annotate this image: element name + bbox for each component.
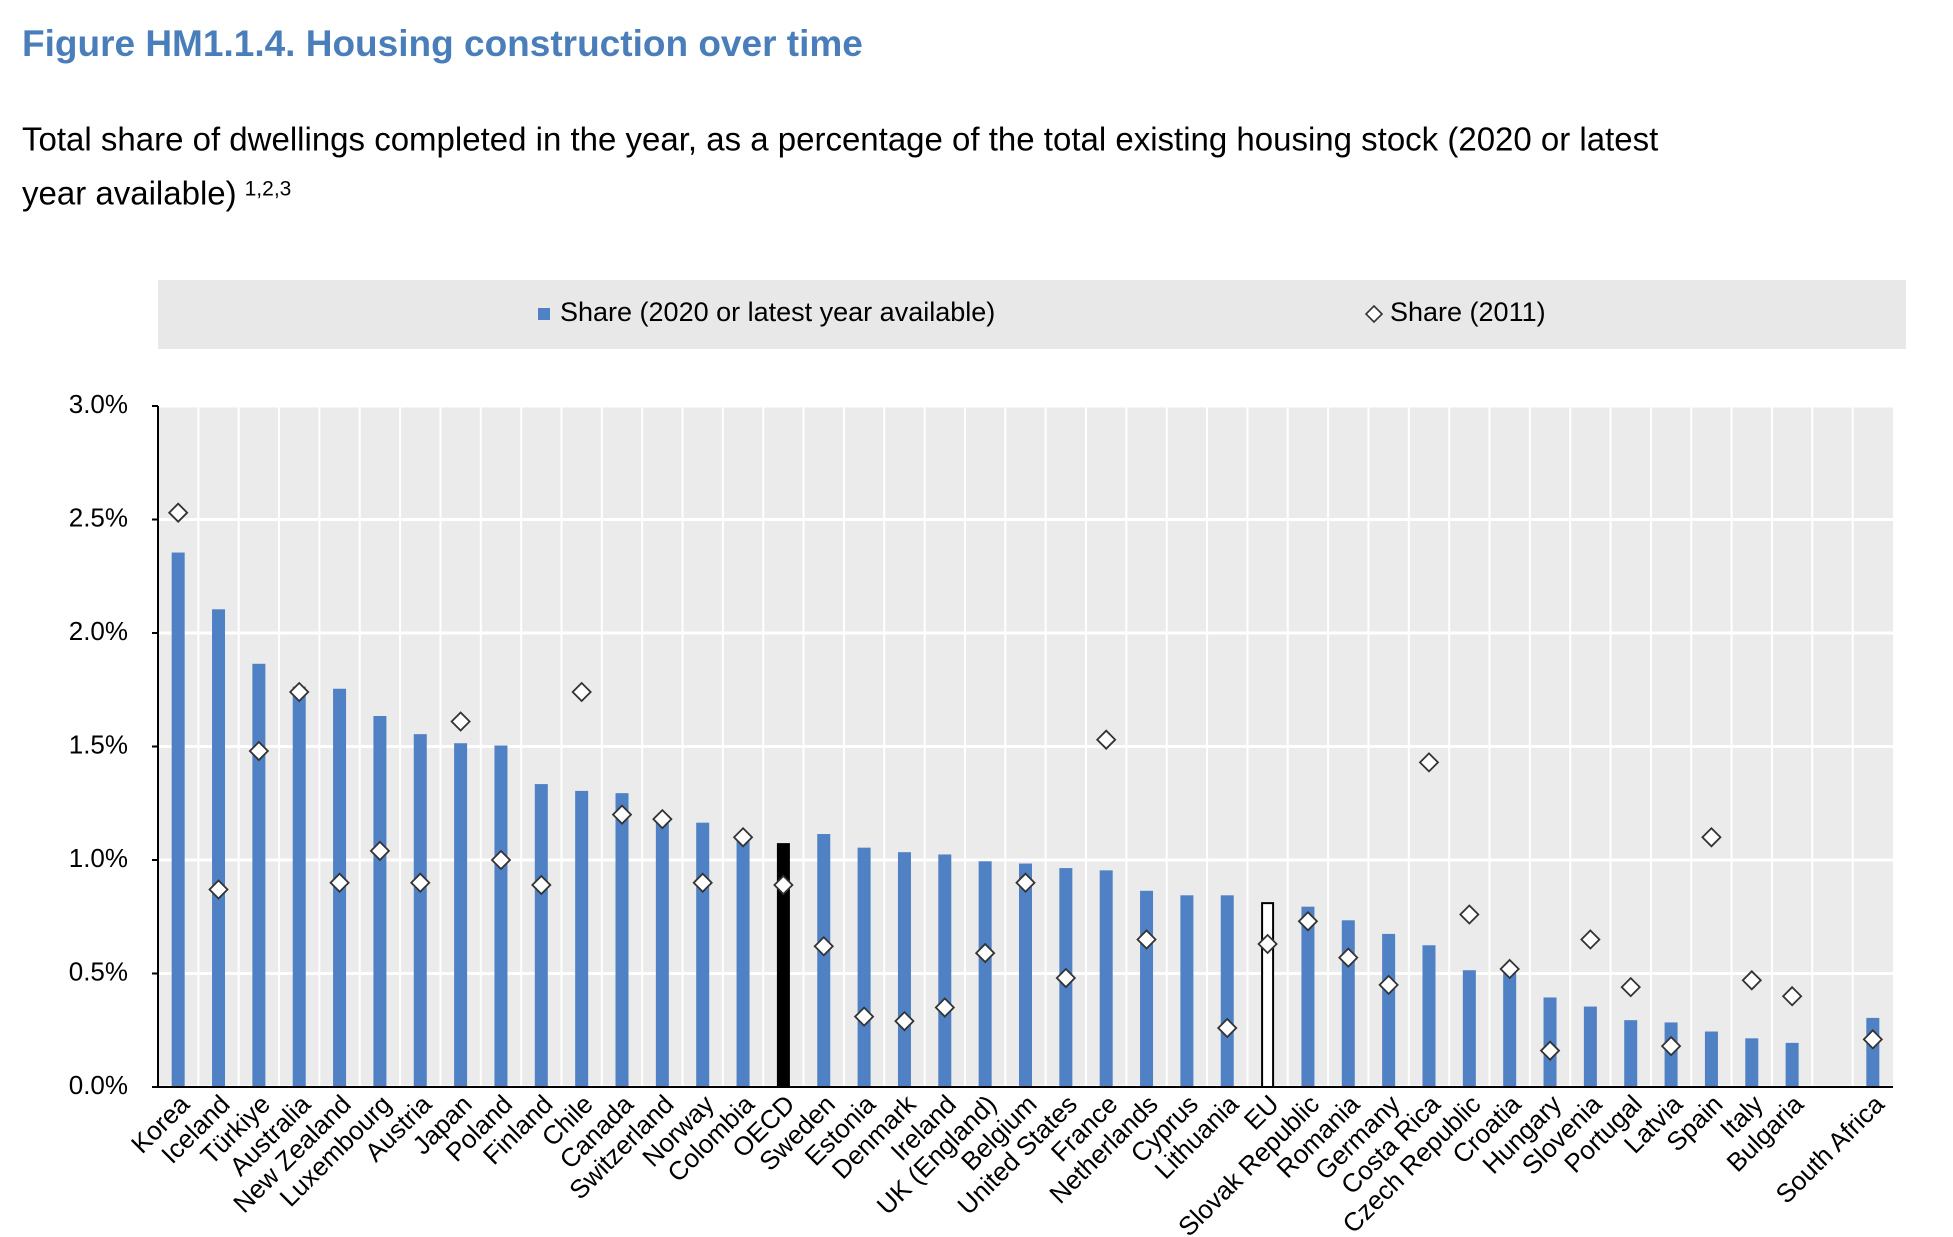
bar bbox=[938, 854, 952, 1089]
marker bbox=[652, 808, 673, 830]
marker bbox=[773, 874, 794, 896]
y-tick-label: 3.0% bbox=[69, 389, 128, 419]
marker bbox=[894, 1010, 915, 1032]
legend-swatch bbox=[538, 308, 550, 320]
marker bbox=[1136, 929, 1157, 950]
marker bbox=[1338, 947, 1359, 968]
marker bbox=[1539, 1040, 1561, 1061]
marker bbox=[1095, 729, 1117, 750]
bar bbox=[1099, 870, 1113, 1088]
bar bbox=[817, 834, 831, 1089]
marker bbox=[1257, 933, 1278, 955]
bar bbox=[454, 743, 468, 1088]
bar bbox=[1382, 933, 1396, 1088]
bar bbox=[696, 822, 710, 1088]
bar bbox=[1220, 895, 1234, 1088]
y-tick-label: 0.0% bbox=[69, 1070, 128, 1100]
bar bbox=[1019, 863, 1032, 1088]
marker bbox=[1378, 974, 1399, 996]
marker bbox=[248, 740, 270, 762]
bar bbox=[494, 745, 508, 1088]
bar bbox=[413, 734, 427, 1089]
bar bbox=[534, 784, 548, 1089]
marker bbox=[450, 711, 471, 732]
marker bbox=[1701, 827, 1722, 848]
y-tick-label: 2.5% bbox=[69, 502, 128, 532]
bar bbox=[1422, 945, 1436, 1089]
bar bbox=[252, 663, 266, 1089]
legend-label: Share (2011) bbox=[1390, 297, 1546, 327]
y-tick-label: 1.0% bbox=[69, 843, 128, 873]
chart-subtitle: Total share of dwellings completed in th… bbox=[22, 121, 1658, 158]
marker bbox=[409, 872, 431, 893]
marker bbox=[974, 942, 996, 964]
bar bbox=[1462, 970, 1476, 1088]
bar bbox=[1261, 902, 1275, 1088]
bar bbox=[857, 847, 871, 1089]
marker bbox=[813, 935, 835, 957]
marker bbox=[1580, 929, 1601, 950]
marker bbox=[1055, 967, 1077, 989]
marker bbox=[692, 872, 713, 893]
bar bbox=[615, 793, 629, 1088]
bar bbox=[897, 852, 911, 1088]
bar bbox=[1704, 1031, 1718, 1089]
bar bbox=[736, 836, 750, 1088]
marker bbox=[934, 997, 956, 1018]
marker bbox=[531, 874, 552, 896]
bar bbox=[1624, 1020, 1638, 1088]
bar bbox=[1180, 895, 1194, 1088]
legend-box bbox=[158, 280, 1906, 349]
marker bbox=[369, 840, 391, 862]
legend-label: Share (2020 or latest year available) bbox=[560, 297, 995, 327]
marker bbox=[167, 502, 189, 523]
marker bbox=[732, 827, 754, 848]
marker bbox=[1499, 958, 1520, 980]
marker bbox=[1015, 872, 1036, 893]
chart-subtitle: year available) bbox=[22, 175, 237, 212]
bar bbox=[655, 815, 669, 1088]
marker bbox=[1660, 1035, 1682, 1057]
marker bbox=[1459, 904, 1480, 925]
marker bbox=[1862, 1029, 1884, 1050]
marker bbox=[1297, 911, 1319, 932]
marker bbox=[1418, 752, 1440, 773]
marker bbox=[208, 879, 229, 900]
bar bbox=[1140, 890, 1154, 1089]
bar bbox=[212, 609, 226, 1088]
bar bbox=[171, 552, 185, 1088]
bar bbox=[575, 790, 589, 1089]
bar bbox=[1745, 1038, 1759, 1088]
subtitle-note: 1,2,3 bbox=[245, 178, 292, 201]
bar bbox=[1503, 967, 1517, 1089]
y-tick-label: 0.5% bbox=[69, 956, 128, 986]
bar bbox=[1785, 1042, 1799, 1088]
marker bbox=[490, 849, 512, 871]
marker bbox=[1781, 985, 1803, 1007]
marker bbox=[853, 1006, 875, 1027]
marker bbox=[1216, 1017, 1238, 1039]
marker bbox=[1620, 976, 1642, 998]
bar bbox=[1341, 920, 1355, 1088]
marker bbox=[571, 681, 592, 703]
y-tick-label: 1.5% bbox=[69, 729, 128, 759]
marker bbox=[611, 804, 633, 825]
marker bbox=[329, 872, 350, 893]
chart-title: Figure HM1.1.4. Housing construction ove… bbox=[22, 23, 863, 64]
bar bbox=[1583, 1006, 1597, 1088]
marker bbox=[1741, 970, 1763, 991]
bar bbox=[1301, 906, 1315, 1088]
bar bbox=[978, 861, 992, 1089]
marker bbox=[288, 681, 310, 703]
bar bbox=[292, 686, 306, 1088]
y-tick-label: 2.0% bbox=[69, 616, 128, 646]
bar bbox=[373, 715, 387, 1088]
legend-swatch bbox=[1364, 304, 1384, 324]
